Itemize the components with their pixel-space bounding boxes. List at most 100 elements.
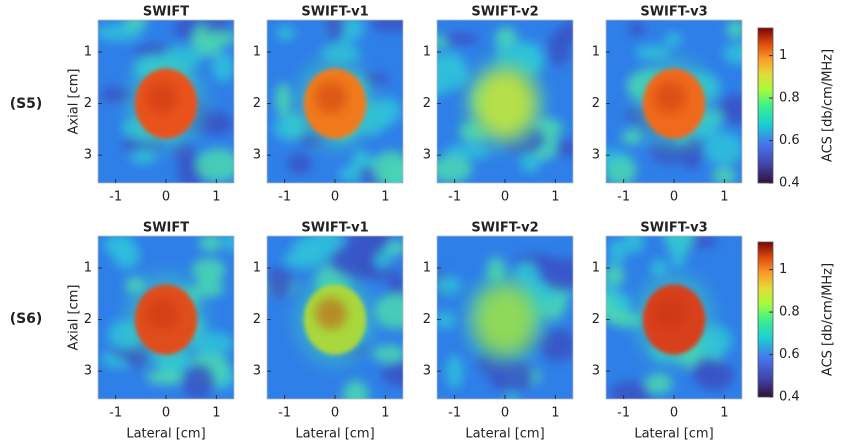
image-panel — [606, 20, 742, 183]
x-tick-label: -1 — [617, 406, 630, 421]
texture-blob — [287, 153, 312, 175]
texture-blob — [100, 86, 136, 103]
panel-title: SWIFT — [143, 5, 189, 20]
y-tick-label: 1 — [253, 44, 261, 59]
texture-blob — [555, 139, 573, 158]
texture-blob — [613, 292, 631, 312]
x-tick-label: -1 — [448, 406, 461, 421]
colorbar-tick-label: 0.6 — [779, 133, 800, 148]
inclusion-core — [315, 81, 347, 114]
texture-blob — [199, 236, 223, 252]
colorbar-tick-label: 1 — [779, 48, 787, 63]
y-tick-label: 1 — [84, 44, 92, 59]
y-tick-label: 3 — [253, 148, 261, 163]
texture-blob — [547, 30, 571, 66]
colorbar-tick-label: 0.4 — [779, 176, 800, 191]
colorbar-label: ACS [db/cm/MHz] — [821, 49, 836, 162]
texture-blob — [374, 293, 403, 330]
y-axis-label: Axial [cm] — [67, 285, 82, 351]
texture-blob — [191, 258, 226, 282]
texture-blob — [196, 148, 234, 183]
inclusion-core — [315, 297, 347, 330]
texture-blob — [442, 32, 479, 46]
colorbar-tick-label: 1 — [779, 262, 787, 277]
colorbar-label: ACS [db/cm/MHz] — [821, 263, 836, 376]
y-tick-label: 3 — [84, 364, 92, 379]
texture-blob — [606, 149, 629, 163]
texture-blob — [275, 26, 296, 41]
texture-blob — [223, 236, 234, 252]
texture-blob — [669, 237, 687, 268]
x-tick-label: 1 — [381, 406, 389, 421]
texture-blob — [634, 45, 672, 61]
texture-blob — [622, 236, 644, 254]
panel-title: SWIFT-v2 — [471, 221, 538, 236]
x-tick-label: 1 — [551, 190, 559, 205]
texture-blob — [697, 360, 735, 391]
texture-blob — [338, 166, 361, 182]
texture-blob — [650, 259, 668, 277]
texture-blob — [437, 275, 462, 296]
texture-blob — [370, 20, 403, 32]
x-tick-label: 0 — [331, 190, 339, 205]
texture-blob — [98, 24, 143, 42]
texture-blob — [275, 82, 292, 117]
y-tick-label: 3 — [592, 364, 600, 379]
x-tick-label: -1 — [617, 190, 630, 205]
texture-blob — [197, 111, 234, 136]
x-axis-label: Lateral [cm] — [126, 427, 205, 442]
image-panel — [437, 236, 573, 399]
image-panel — [437, 20, 573, 183]
texture-blob — [609, 381, 654, 399]
texture-blob — [123, 20, 148, 29]
x-tick-label: 1 — [212, 190, 220, 205]
x-tick-label: 0 — [501, 406, 509, 421]
texture-blob — [267, 267, 294, 299]
texture-blob — [180, 363, 216, 399]
texture-blob — [321, 43, 361, 63]
y-tick-label: 3 — [423, 148, 431, 163]
y-tick-label: 3 — [423, 364, 431, 379]
y-tick-label: 1 — [592, 260, 600, 275]
row-label: (S5) — [10, 96, 43, 112]
texture-blob — [621, 129, 643, 145]
inclusion-core — [654, 297, 686, 330]
colorbar-tick-label: 0.6 — [779, 347, 800, 362]
texture-blob — [196, 31, 234, 46]
y-tick-label: 1 — [592, 44, 600, 59]
panel-title: SWIFT — [143, 221, 189, 236]
texture-blob — [130, 148, 157, 165]
texture-blob — [273, 115, 306, 141]
y-tick-label: 2 — [423, 96, 431, 111]
colorbar — [757, 241, 774, 398]
x-tick-label: -1 — [278, 406, 291, 421]
x-tick-label: 1 — [720, 190, 728, 205]
image-panel — [98, 20, 234, 183]
inclusion-core — [146, 297, 178, 330]
image-panel — [267, 236, 403, 399]
y-axis-label: Axial [cm] — [67, 69, 82, 135]
texture-blob — [628, 21, 646, 37]
texture-blob — [191, 331, 234, 355]
texture-blob — [342, 380, 369, 399]
x-tick-label: 1 — [381, 190, 389, 205]
inclusion-core — [146, 81, 178, 114]
y-tick-label: 2 — [423, 312, 431, 327]
texture-blob — [488, 359, 535, 394]
panel-title: SWIFT-v3 — [640, 221, 707, 236]
texture-blob — [372, 345, 403, 363]
x-tick-label: 0 — [670, 190, 678, 205]
panel-title: SWIFT-v2 — [471, 5, 538, 20]
y-tick-label: 2 — [253, 312, 261, 327]
x-tick-label: 0 — [162, 190, 170, 205]
texture-blob — [704, 131, 742, 166]
x-axis-label: Lateral [cm] — [295, 427, 374, 442]
y-tick-label: 1 — [423, 44, 431, 59]
image-panel — [606, 236, 742, 399]
x-tick-label: 1 — [212, 406, 220, 421]
texture-blob — [324, 20, 345, 43]
texture-blob — [644, 373, 673, 395]
y-tick-label: 2 — [84, 96, 92, 111]
texture-blob — [606, 265, 625, 287]
